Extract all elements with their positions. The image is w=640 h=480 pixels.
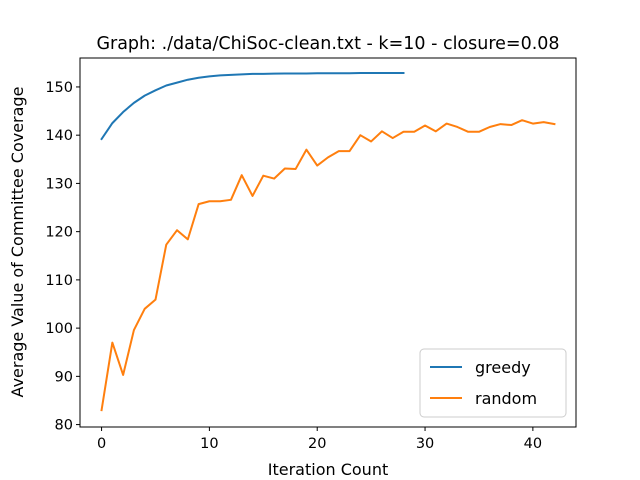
chart-title: Graph: ./data/ChiSoc-clean.txt - k=10 - … [96,34,559,54]
series-line-greedy [100,71,405,141]
x-axis-label: Iteration Count [268,460,388,479]
axes-frame [79,57,577,428]
y-tick-label: 120 [45,225,73,241]
x-tick-label: 10 [200,436,218,452]
legend-label-greedy: greedy [475,358,531,377]
y-tick-label: 80 [55,418,73,434]
y-tick-label: 150 [45,80,73,96]
y-tick-label: 140 [45,128,73,144]
legend-label-random: random [475,389,537,408]
y-tick-label: 130 [45,176,73,192]
y-tick-label: 90 [55,369,73,385]
y-axis-label: Average Value of Committee Coverage [8,87,27,398]
legend: greedy random [419,348,567,418]
x-tick-label: 20 [308,436,326,452]
series-layer [100,71,556,412]
series-line-random [100,119,556,412]
axes: 0 10 20 30 40 80 90 100 110 120 130 140 150 [45,57,577,452]
x-tick-label: 40 [524,436,542,452]
y-tick-label: 100 [45,321,73,337]
x-tick-label: 30 [416,436,434,452]
x-tick-label: 0 [97,436,106,452]
y-tick-label: 110 [45,273,73,289]
